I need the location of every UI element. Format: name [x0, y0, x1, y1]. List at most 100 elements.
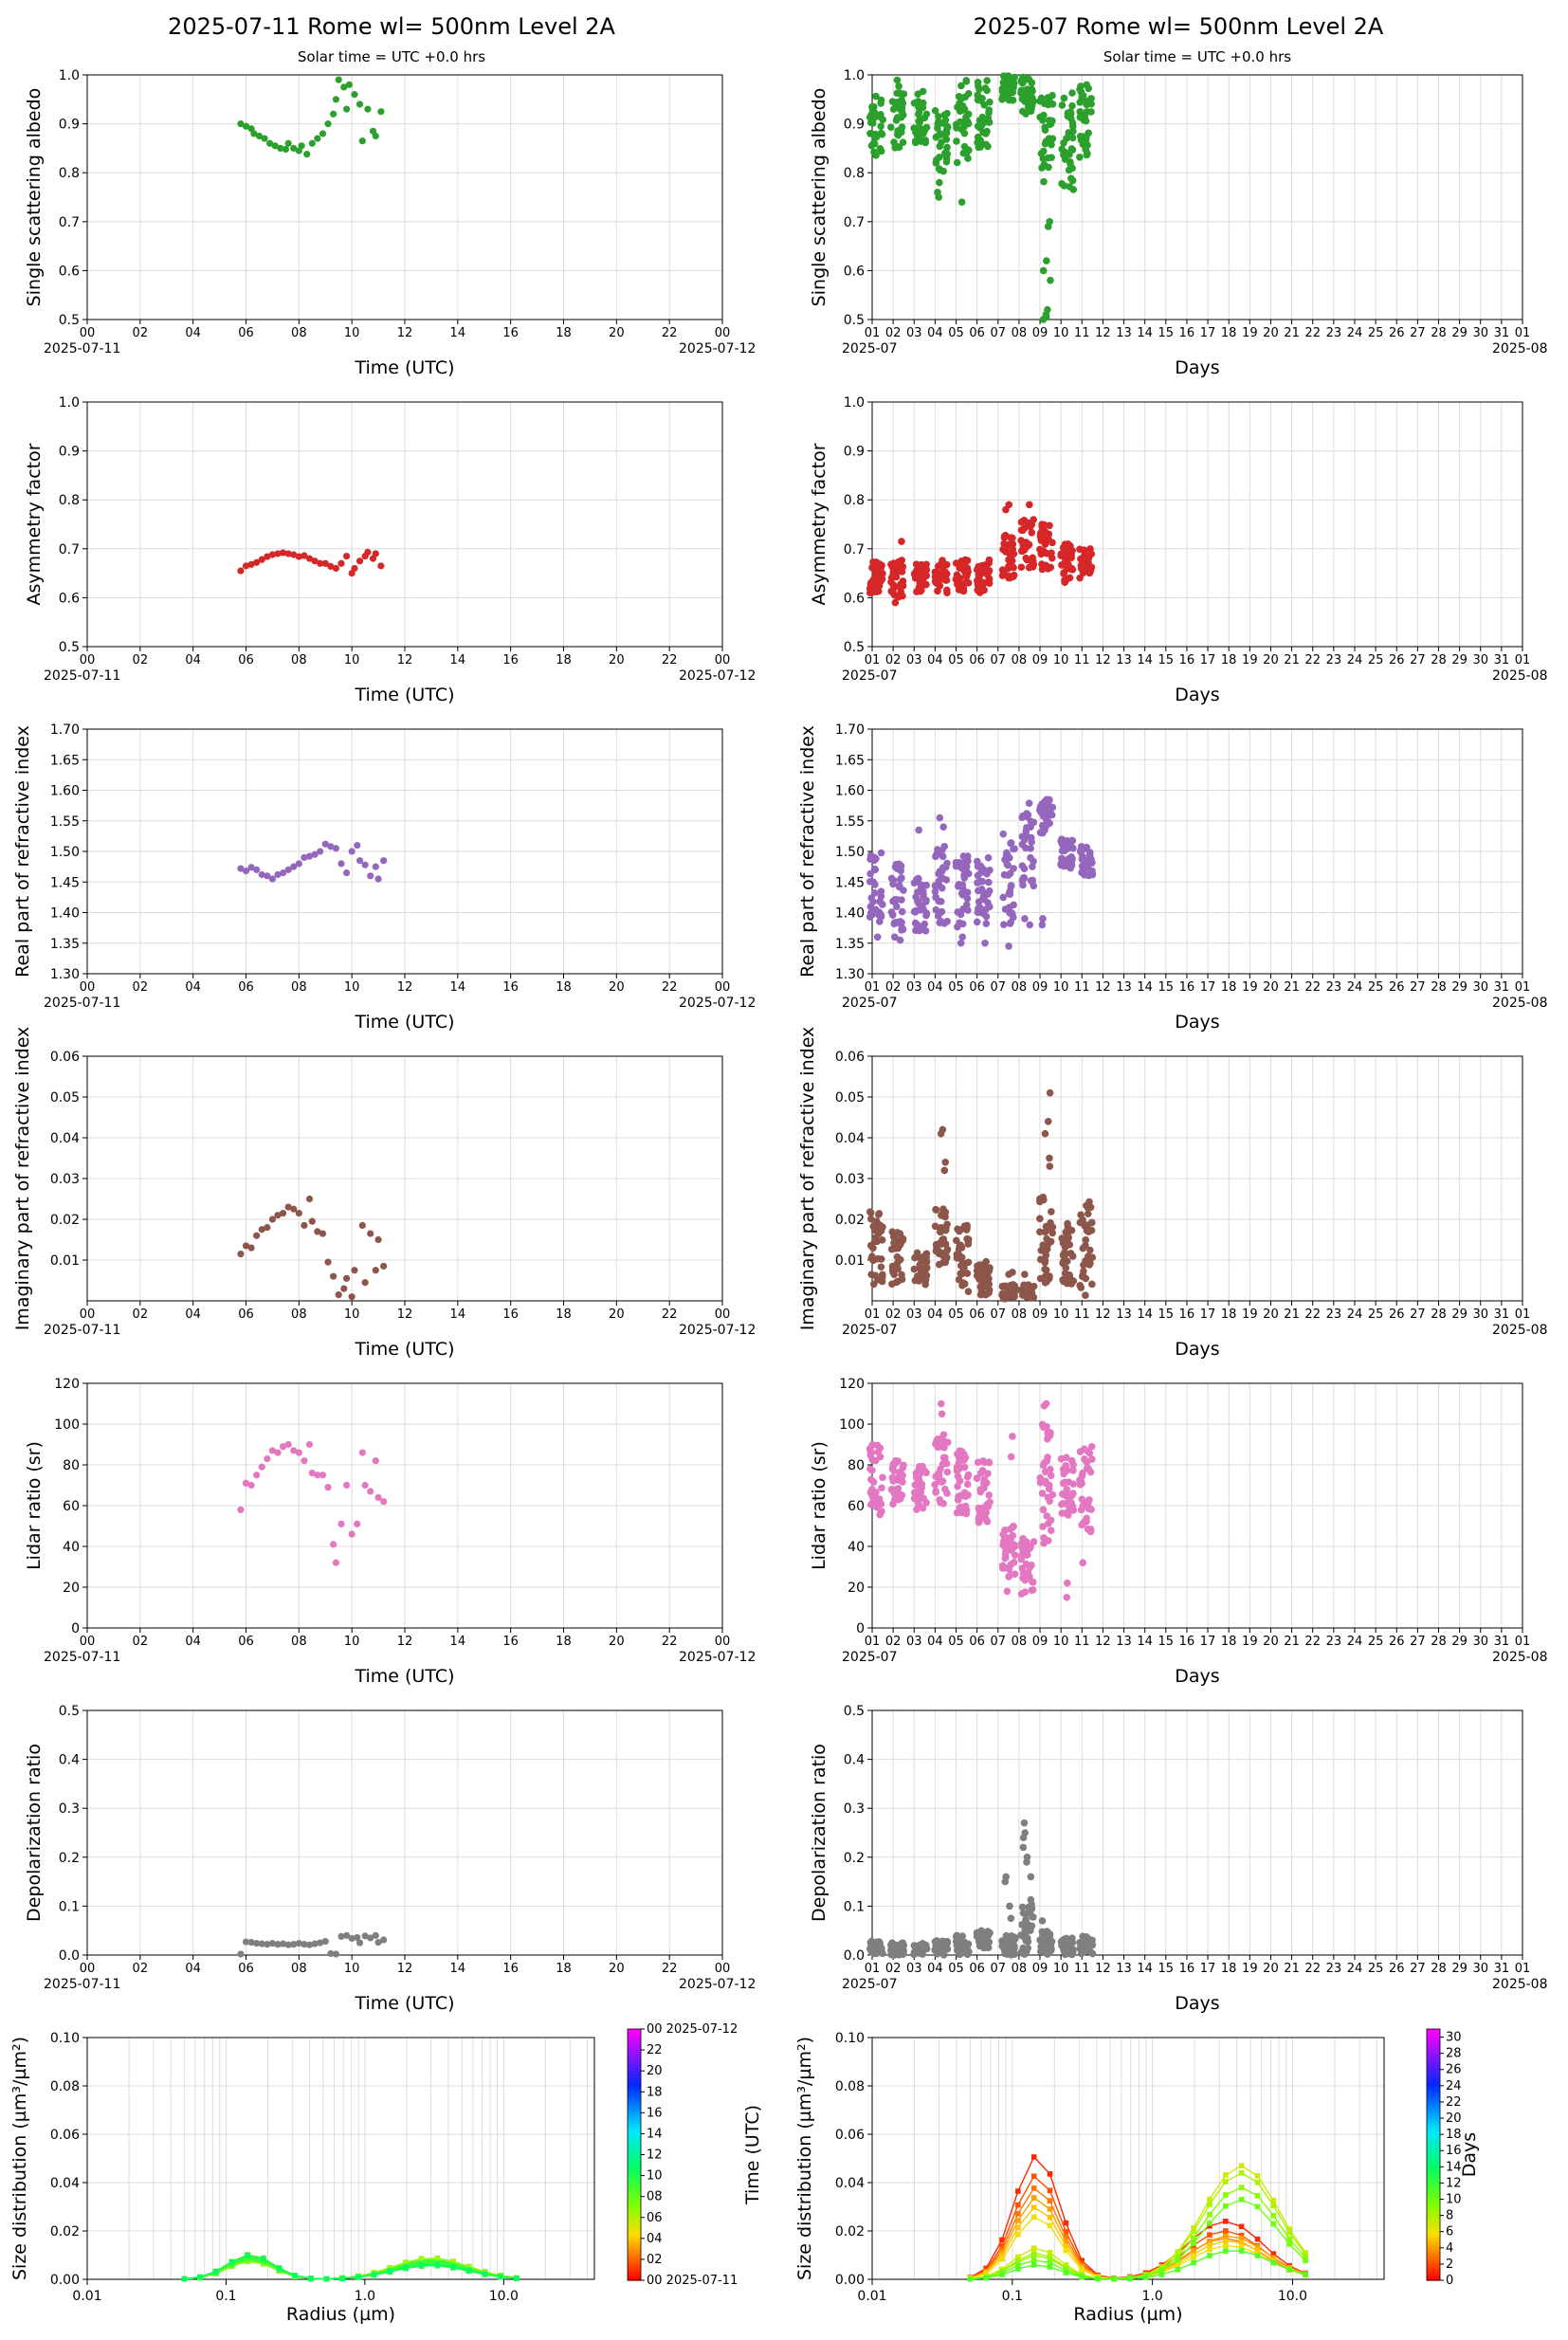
monthly-2-point [866, 869, 874, 878]
size-monthly-colorbar-segment [1427, 2037, 1440, 2040]
monthly-0-xtick-label: 14 [1137, 326, 1153, 340]
daily-4-point [358, 1449, 366, 1456]
daily-5-xtick-label: 04 [185, 1962, 201, 1976]
size-daily-colorbar-label: 16 [647, 2106, 663, 2120]
monthly-3-point [911, 1253, 919, 1262]
monthly-0-point [964, 155, 972, 162]
monthly-2-point [1030, 882, 1038, 890]
size-daily-xtick-label: 0.01 [72, 2289, 101, 2304]
daily-5-point [354, 1933, 361, 1942]
monthly-3-point [1039, 1193, 1048, 1201]
size-monthly-colorbar-segment [1427, 2182, 1440, 2185]
daily-1-point [274, 550, 282, 558]
size-daily-colorbar-segment [628, 2213, 641, 2217]
size-daily-colorbar-segment [628, 2163, 641, 2166]
monthly-2-xtick-label: 17 [1200, 980, 1216, 995]
size-monthly-marker [1047, 2264, 1053, 2270]
size-monthly-colorbar-segment [1427, 2173, 1440, 2177]
daily-5-point [284, 1941, 292, 1948]
size-monthly-marker [1079, 2274, 1085, 2280]
size-daily-colorbar-segment [628, 2130, 641, 2132]
monthly-2-point [1046, 819, 1053, 828]
daily-5-xtick-label: 18 [556, 1962, 572, 1976]
monthly-0-point [953, 137, 960, 145]
monthly-2-point [1024, 811, 1032, 819]
monthly-4-point [932, 1472, 939, 1481]
monthly-0-point [934, 120, 942, 128]
size-daily-colorbar-segment [628, 2225, 641, 2229]
daily-5-xtick-label: 10 [344, 1962, 360, 1976]
daily-2-point [354, 841, 361, 850]
size-monthly-colorbar-segment [1427, 2166, 1440, 2170]
size-monthly-colorbar-label: 4 [1446, 2241, 1453, 2256]
monthly-1-xtick-label: 05 [948, 653, 964, 667]
size-daily-colorbar-segment [628, 2187, 641, 2191]
size-monthly-marker [1254, 2203, 1261, 2210]
monthly-4-xtick-label: 22 [1304, 1635, 1321, 1649]
monthly-1-point [1026, 501, 1033, 509]
daily-2-point [321, 840, 329, 848]
monthly-0-point [936, 153, 943, 161]
monthly-5-point [900, 1949, 907, 1957]
monthly-4-point [1048, 1490, 1057, 1499]
daily-4-point [274, 1449, 282, 1456]
daily-5-point [268, 1940, 277, 1947]
monthly-1-point [1048, 549, 1055, 558]
size-monthly-marker [1175, 2254, 1181, 2260]
monthly-5-point [1023, 1947, 1030, 1955]
size-monthly-marker [1047, 2187, 1053, 2194]
monthly-5-xtick-label: 24 [1347, 1962, 1363, 1976]
size-monthly-colorbar-segment [1427, 2079, 1440, 2082]
monthly-3-point [932, 1247, 940, 1255]
size-daily-colorbar-segment [628, 2154, 641, 2158]
daily-1-end-date: 2025-07-12 [679, 668, 756, 684]
daily-3-frame [86, 1055, 723, 1302]
daily-2-point [337, 860, 345, 868]
size-monthly-marker [1238, 2235, 1245, 2241]
monthly-1-point [919, 570, 927, 578]
size-monthly-ytick-label: 0.10 [835, 2031, 865, 2046]
size-monthly-marker [1095, 2276, 1101, 2282]
monthly-2-start-date: 2025-07 [842, 996, 898, 1011]
monthly-0-point [1039, 316, 1048, 323]
monthly-0-point [1087, 100, 1095, 108]
monthly-3-point [964, 1237, 973, 1246]
monthly-3-xtick-label: 06 [969, 1307, 985, 1322]
monthly-1-point [962, 573, 971, 581]
monthly-1-point [1086, 545, 1094, 553]
daily-2-point [264, 872, 271, 880]
size-daily-colorbar-segment [628, 2075, 641, 2078]
size-daily-marker [245, 2252, 250, 2258]
monthly-4-point [953, 1508, 961, 1517]
size-daily-colorbar-segment [628, 2242, 641, 2246]
daily-4-point [342, 1481, 351, 1490]
size-monthly-colorbar-segment [1427, 2131, 1440, 2135]
monthly-5-point [1088, 1949, 1097, 1958]
daily-5-point [332, 1950, 340, 1958]
size-daily-colorbar-segment [628, 2131, 641, 2135]
size-daily-marker [403, 2259, 409, 2266]
daily-5-point [361, 1932, 369, 1940]
size-daily-colorbar-segment [628, 2081, 641, 2085]
monthly-0-point [952, 120, 960, 128]
monthly-4-point [894, 1485, 903, 1492]
monthly-2-ytick-label: 1.65 [835, 753, 865, 768]
monthly-3-point [1002, 1283, 1010, 1291]
monthly-4-xtick-label: 23 [1326, 1635, 1342, 1649]
daily-5-point [258, 1940, 265, 1947]
size-daily-marker [403, 2264, 409, 2271]
size-monthly-marker [1015, 2266, 1021, 2272]
size-monthly-marker [1238, 2244, 1245, 2251]
monthly-0-point [892, 117, 901, 124]
size-monthly-colorbar-label: 22 [1446, 2095, 1462, 2110]
daily-1-xtick-label: 18 [556, 653, 572, 667]
size-monthly-marker [1015, 2254, 1021, 2260]
monthly-3-xtick-label: 03 [906, 1307, 922, 1322]
size-monthly-marker [1111, 2276, 1117, 2282]
monthly-2-point [867, 911, 876, 920]
daily-1-point [301, 552, 308, 559]
monthly-2-point [960, 871, 968, 879]
monthly-3-point [1017, 1286, 1025, 1294]
monthly-4-point [1069, 1467, 1077, 1474]
